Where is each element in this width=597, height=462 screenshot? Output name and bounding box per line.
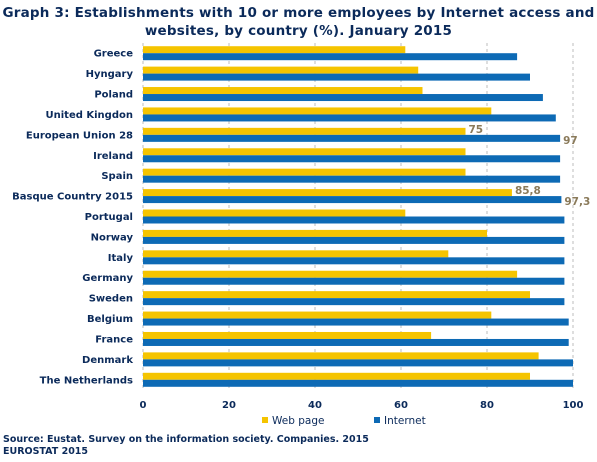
bars: [143, 46, 573, 387]
category-label: Spain: [101, 171, 133, 182]
category-label: United Kingdon: [46, 110, 133, 121]
x-tick-label: 100: [563, 400, 584, 411]
bar-internet: [143, 196, 562, 204]
bar-internet: [143, 134, 561, 142]
bar-web-page: [143, 209, 406, 217]
bar-web-page: [143, 331, 432, 339]
legend-label: Web page: [272, 415, 324, 427]
bar-web-page: [143, 291, 530, 299]
bar-web-page: [143, 229, 487, 237]
bar-internet: [143, 175, 561, 183]
bar-internet: [143, 298, 565, 306]
x-tick-labels: 0 20 40 60 80 100: [140, 400, 584, 411]
bar-internet: [143, 216, 565, 224]
category-label: The Netherlands: [40, 375, 133, 386]
bar-web-page: [143, 311, 492, 319]
category-label: Sweden: [89, 294, 133, 305]
bar-internet: [143, 359, 573, 367]
legend-label: Internet: [384, 415, 426, 427]
x-tick-label: 20: [222, 400, 236, 411]
legend-swatch: [262, 417, 268, 423]
x-tick-label: 80: [480, 400, 494, 411]
bar-web-page: [143, 250, 449, 258]
bar-web-page: [143, 168, 466, 176]
category-label: Poland: [94, 90, 133, 101]
bar-web-page: [143, 46, 406, 54]
source-line-1: Source: Eustat. Survey on the informatio…: [3, 434, 369, 445]
x-tick-label: 40: [308, 400, 322, 411]
data-label: 97,3: [564, 196, 590, 208]
bar-internet: [143, 94, 543, 102]
category-label: Hyngary: [86, 69, 134, 80]
bar-internet: [143, 114, 556, 122]
bar-web-page: [143, 270, 518, 278]
chart-title: Graph 3: Establishments with 10 or more …: [0, 4, 597, 40]
bar-web-page: [143, 372, 530, 380]
category-label: Norway: [91, 232, 134, 243]
category-label: Basque Country 2015: [12, 192, 133, 203]
source-note: Source: Eustat. Survey on the informatio…: [3, 434, 369, 458]
category-label: Greece: [94, 49, 134, 60]
category-label: Ireland: [93, 151, 133, 162]
category-label: Belgium: [87, 314, 133, 325]
legend: Web page Internet: [262, 415, 426, 427]
bar-web-page: [143, 87, 423, 95]
bar-internet: [143, 73, 530, 81]
legend-swatch: [374, 417, 380, 423]
bar-web-page: [143, 148, 466, 156]
category-labels: Greece Hyngary Poland United Kingdon Europea…: [12, 49, 133, 387]
chart-title-line-1: Graph 3: Establishments with 10 or more …: [2, 5, 595, 21]
x-tick-label: 60: [394, 400, 408, 411]
bar-internet: [143, 53, 518, 61]
category-label: Italy: [108, 253, 134, 264]
x-tick-label: 0: [140, 400, 147, 411]
bar-web-page: [143, 107, 492, 115]
bar-internet: [143, 318, 569, 326]
bar-internet: [143, 155, 561, 163]
category-label: France: [95, 334, 133, 345]
bar-internet: [143, 379, 573, 387]
data-label: 97: [563, 135, 578, 147]
chart-title-line-2: websites, by country (%). January 2015: [144, 23, 453, 39]
category-label: Portugal: [85, 212, 133, 223]
data-label: 85,8: [515, 185, 541, 197]
bar-web-page: [143, 127, 466, 135]
source-line-2: EUROSTAT 2015: [3, 446, 89, 457]
data-label: 75: [469, 124, 484, 136]
bar-internet: [143, 277, 565, 285]
category-label: Denmark: [82, 355, 133, 366]
bar-web-page: [143, 352, 539, 360]
bar-web-page: [143, 66, 419, 74]
bar-web-page: [143, 189, 512, 197]
data-labels: 75 97 85,8 97,3: [469, 124, 591, 208]
bar-internet: [143, 338, 569, 346]
category-label: European Union 28: [26, 130, 133, 141]
category-label: Germany: [82, 273, 133, 284]
bar-internet: [143, 257, 565, 265]
bar-internet: [143, 236, 565, 244]
